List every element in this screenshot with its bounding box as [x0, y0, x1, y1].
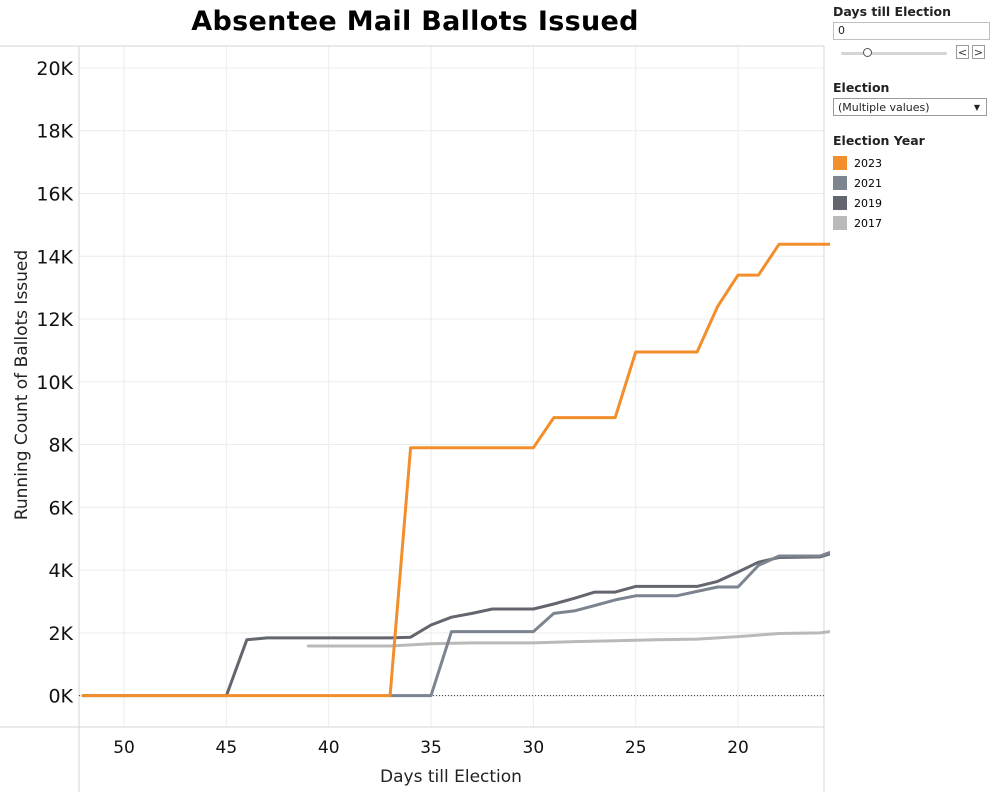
y-tick-label: 6K [48, 497, 73, 519]
y-tick-label: 18K [36, 121, 73, 143]
x-tick-label: 35 [420, 738, 442, 758]
chevron-down-icon[interactable]: ▼ [973, 103, 980, 112]
x-tick-label: 25 [625, 738, 647, 758]
y-tick-label: 4K [48, 560, 73, 582]
chart-frame [0, 45, 825, 792]
days-till-election-filter: Days till Election 0 < > [833, 4, 993, 62]
y-tick-label: 0K [48, 686, 73, 708]
legend-label: 2019 [854, 196, 882, 210]
x-tick-label: 45 [216, 738, 238, 758]
days-slider[interactable]: < > [833, 44, 993, 62]
legend-swatch [833, 156, 847, 170]
y-tick-label: 14K [36, 246, 73, 268]
x-tick-label: 30 [523, 738, 545, 758]
legend-item-2021[interactable]: 2021 [833, 173, 993, 193]
election-filter: Election (Multiple values) ▼ [833, 80, 993, 116]
reference-lines [79, 695, 824, 697]
y-tick-label: 2K [48, 623, 73, 645]
y-tick-label: 8K [48, 435, 73, 457]
line-chart: 2,5275,7688,84919,504 0K2K4K6K8K10K12K14… [0, 45, 830, 792]
x-tick-label: 40 [318, 738, 340, 758]
legend-label: 2021 [854, 176, 882, 190]
chart-title: Absentee Mail Ballots Issued [191, 6, 639, 37]
series-lines [81, 242, 830, 698]
x-axis-ticks: 5045403530252015105051015 [113, 738, 830, 758]
step-forward-button[interactable]: > [972, 45, 985, 59]
legend-label: 2017 [854, 216, 882, 230]
series-line-2021 [388, 550, 830, 698]
series-line-2023 [81, 242, 830, 698]
legend-item-2017[interactable]: 2017 [833, 213, 993, 233]
step-back-button[interactable]: < [956, 45, 969, 59]
legend-swatch [833, 196, 847, 210]
series-line-2019 [81, 552, 830, 698]
x-tick-label: 20 [727, 738, 749, 758]
election-year-title: Election Year [833, 133, 925, 148]
legend-swatch [833, 216, 847, 230]
days-value-input[interactable]: 0 [833, 22, 990, 40]
election-year-legend: Election Year 2023 2021 2019 2017 [833, 133, 993, 233]
legend-label: 2023 [854, 156, 882, 170]
slider-track[interactable] [841, 52, 947, 55]
slider-handle[interactable] [863, 48, 872, 57]
y-tick-label: 12K [36, 309, 73, 331]
election-filter-title: Election [833, 80, 890, 95]
x-tick-label: 50 [113, 738, 135, 758]
legend-item-2023[interactable]: 2023 [833, 153, 993, 173]
legend-swatch [833, 176, 847, 190]
y-axis-ticks: 0K 2K 4K 6K 8K 10K 12K 14K 16K 18K 20K [36, 58, 73, 708]
days-filter-title: Days till Election [833, 4, 952, 19]
legend-items: 2023 2021 2019 2017 [833, 153, 993, 233]
y-axis-title: Running Count of Ballots Issued [12, 250, 32, 520]
series-line-2017 [306, 630, 830, 648]
x-axis-title: Days till Election [380, 767, 522, 787]
election-dropdown-value: (Multiple values) [838, 101, 930, 114]
y-tick-label: 10K [36, 372, 73, 394]
y-tick-label: 16K [36, 183, 73, 205]
legend-item-2019[interactable]: 2019 [833, 193, 993, 213]
y-tick-label: 20K [36, 58, 73, 80]
election-dropdown[interactable]: (Multiple values) ▼ [833, 98, 987, 116]
grid-lines [79, 46, 824, 727]
